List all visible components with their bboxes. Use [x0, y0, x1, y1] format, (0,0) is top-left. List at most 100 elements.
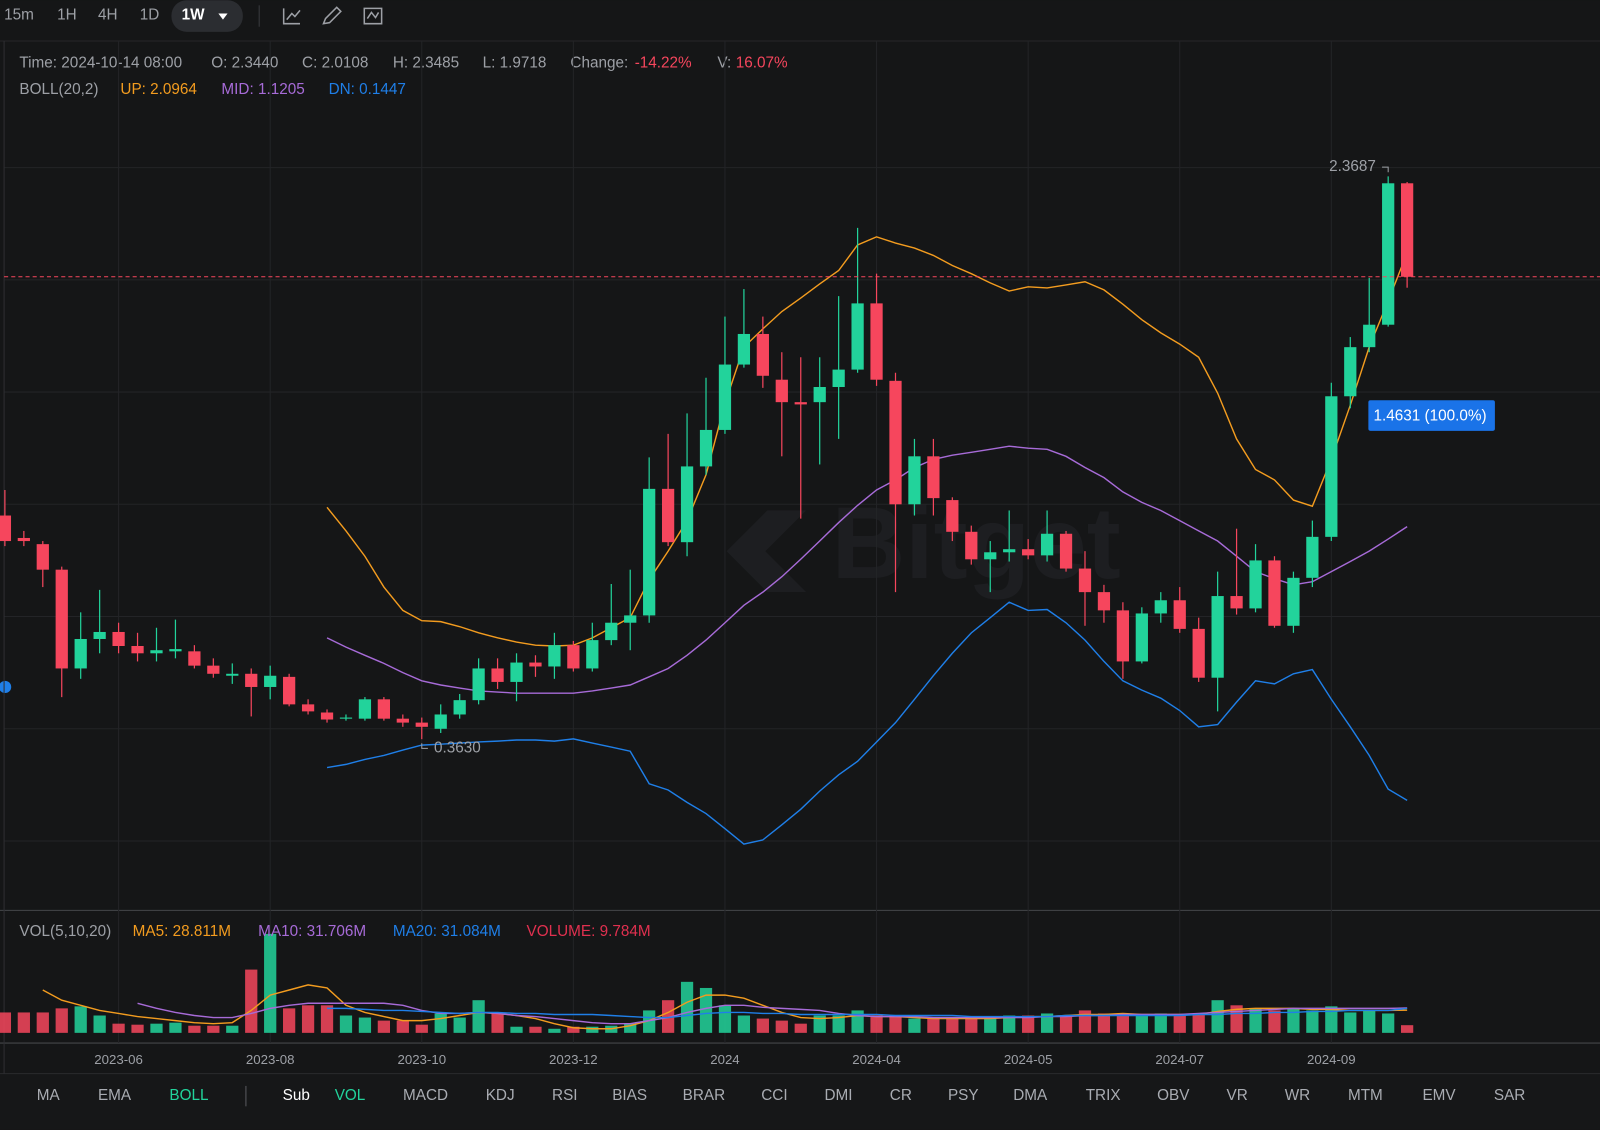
volume-bar	[775, 1020, 788, 1033]
candle-body	[1059, 533, 1073, 569]
candle-body	[264, 675, 277, 687]
interval-button[interactable]: 1D	[140, 7, 160, 24]
sub-indicator-tab[interactable]: TRIX	[1086, 1087, 1121, 1104]
candle-body	[529, 662, 542, 667]
candle-body	[965, 531, 978, 560]
indicator-legend: UP: 2.0964	[120, 81, 197, 98]
volume-bar	[1192, 1013, 1205, 1033]
indicator-name: BOLL(20,2)	[19, 81, 98, 98]
volume-bar	[794, 1023, 807, 1033]
candle-body	[339, 717, 353, 719]
candle-body	[245, 673, 258, 687]
sub-indicator-tab[interactable]: KDJ	[486, 1087, 515, 1104]
volume-bar	[643, 1010, 656, 1033]
sub-indicator-tab[interactable]: BIAS	[612, 1087, 647, 1104]
price-tag-bg	[1368, 400, 1495, 431]
interval-button[interactable]: 15m	[4, 7, 34, 24]
candle-body	[434, 714, 447, 729]
header-time: Time: 2024-10-14 08:00	[19, 55, 182, 72]
left-handle[interactable]	[0, 680, 12, 694]
candle-body	[680, 466, 694, 543]
interval-button[interactable]: 4H	[98, 7, 118, 24]
candle-body	[1268, 560, 1281, 626]
sub-indicator-tab[interactable]: OBV	[1157, 1087, 1190, 1104]
candle-body	[93, 631, 106, 639]
indicator-legend: DN: 0.1447	[329, 81, 406, 98]
volume-bar	[813, 1015, 826, 1033]
volume-bar	[1287, 1008, 1300, 1033]
volume-bar	[131, 1024, 144, 1033]
volume-bar	[1211, 1000, 1224, 1033]
min-label: 0.3630	[434, 739, 481, 756]
volume-bar	[1135, 1015, 1148, 1033]
candle-body	[415, 722, 428, 727]
interval-button[interactable]: 1W	[182, 7, 206, 24]
volume-bar	[889, 1015, 902, 1033]
candle-body	[55, 569, 68, 669]
candle-body	[377, 699, 390, 719]
volume-bar	[1097, 1013, 1111, 1033]
sub-indicator-tab[interactable]: MACD	[403, 1087, 448, 1104]
candle-body	[1078, 568, 1092, 593]
sub-indicator-tab[interactable]: MTM	[1348, 1087, 1383, 1104]
candle-body	[661, 488, 675, 543]
x-tick-label: 2023-08	[246, 1052, 295, 1067]
sub-indicator-tab[interactable]: BRAR	[683, 1087, 726, 1104]
header-change: -14.22%	[635, 55, 692, 72]
volume-legend: MA20: 31.084M	[393, 923, 501, 940]
max-pointer	[1382, 166, 1389, 173]
candle-body	[889, 380, 902, 505]
sub-indicator-tab[interactable]: CCI	[761, 1087, 787, 1104]
candle-body	[1363, 324, 1376, 348]
sub-indicator-tab[interactable]: PSY	[948, 1087, 979, 1104]
min-pointer	[421, 743, 428, 749]
volume-bar	[1154, 1013, 1167, 1033]
max-label: 2.3687	[1329, 158, 1376, 175]
candle-body	[396, 718, 409, 723]
candle-body	[794, 402, 807, 405]
sub-indicator-tab[interactable]: EMV	[1422, 1087, 1456, 1104]
volume-legend: VOLUME: 9.784M	[527, 923, 651, 940]
candle-body	[927, 456, 940, 499]
sub-indicator-tab[interactable]: CR	[890, 1087, 912, 1104]
interval-button[interactable]: 1H	[57, 7, 77, 24]
draw-icon[interactable]	[322, 6, 342, 25]
sub-indicator-tab[interactable]: DMA	[1013, 1087, 1048, 1104]
volume-bar	[1022, 1015, 1035, 1033]
sub-indicator-tab[interactable]: SAR	[1494, 1087, 1525, 1104]
candle-body	[1230, 596, 1243, 609]
candle-body	[36, 544, 49, 570]
candle-body	[301, 704, 315, 712]
candle-body	[851, 303, 864, 370]
volume-bar	[55, 1008, 68, 1033]
volume-bar	[339, 1015, 353, 1033]
sub-indicator-tab[interactable]: VOL	[335, 1087, 366, 1104]
main-indicator-tab[interactable]: EMA	[98, 1087, 132, 1104]
candle-body	[832, 369, 845, 388]
sub-indicator-tab[interactable]: VR	[1227, 1087, 1248, 1104]
candle-body	[150, 650, 163, 654]
sub-indicator-tab[interactable]: DMI	[824, 1087, 852, 1104]
volume-bar	[699, 987, 713, 1033]
volume-ma-line	[137, 1002, 1408, 1025]
candle-body	[775, 379, 788, 403]
candle-body	[1344, 347, 1357, 397]
main-indicator-tab[interactable]: BOLL	[169, 1087, 208, 1104]
candle-body	[908, 456, 921, 505]
volume-bar	[36, 1012, 49, 1033]
sub-indicator-tab[interactable]: RSI	[552, 1087, 578, 1104]
indicator-icon[interactable]	[282, 8, 301, 25]
volume-bar	[832, 1015, 845, 1033]
candle-body	[586, 640, 599, 669]
candle-body	[320, 712, 334, 720]
sub-indicator-tab[interactable]: WR	[1285, 1087, 1311, 1104]
volume-bar	[510, 1026, 523, 1033]
settings-icon[interactable]	[363, 7, 383, 25]
volume-bar	[283, 1008, 296, 1033]
candle-body	[188, 651, 201, 666]
volume-bar	[453, 1017, 466, 1033]
main-indicator-tab[interactable]: MA	[37, 1087, 61, 1104]
candle-body	[1154, 600, 1167, 614]
volume-bar	[320, 1005, 334, 1033]
